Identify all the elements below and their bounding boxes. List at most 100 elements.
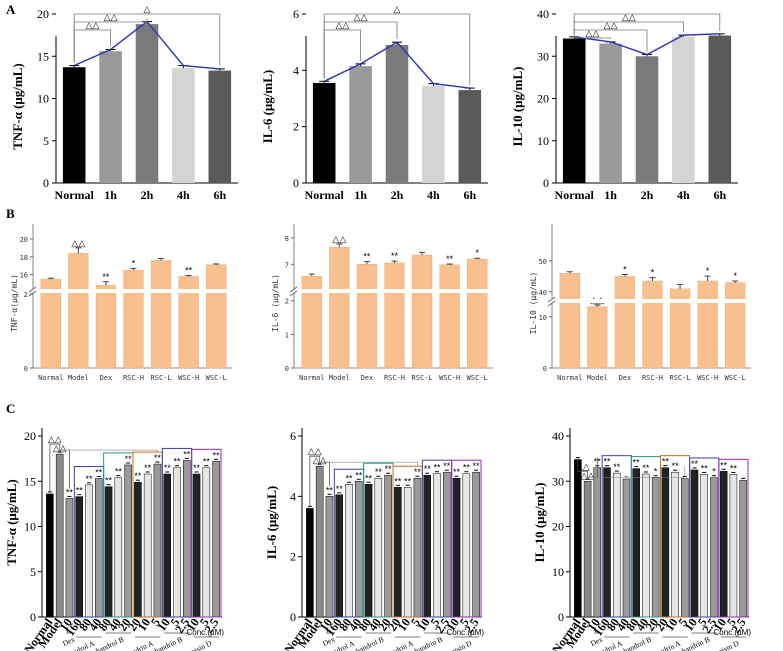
axis-break-gap bbox=[288, 289, 495, 293]
x-tick-label: 1h bbox=[354, 188, 367, 202]
y-axis-title: IL-10 (μg/mL) bbox=[532, 483, 547, 563]
x-tick-label: Normal bbox=[555, 188, 595, 202]
bar bbox=[719, 471, 728, 618]
y-tick-label: 10 bbox=[539, 314, 547, 322]
significance-mark: * bbox=[654, 467, 658, 477]
significance-mark: ** bbox=[662, 457, 670, 467]
y-tick-label: 20 bbox=[24, 429, 36, 443]
bar bbox=[583, 481, 592, 618]
significance-mark: ** bbox=[453, 467, 461, 477]
x-tick-label: 6h bbox=[463, 188, 476, 202]
bar bbox=[708, 35, 732, 183]
y-tick-label: 0 bbox=[543, 176, 549, 190]
bar bbox=[562, 38, 586, 183]
group-label: Gomisin D bbox=[439, 638, 473, 651]
x-tick-label: RSC-L bbox=[151, 374, 172, 382]
x-tick-label: Model bbox=[68, 374, 89, 382]
panel-label-c: C bbox=[6, 401, 15, 416]
y-axis-title: TNF-α (μg/mL) bbox=[4, 479, 19, 565]
bar bbox=[384, 474, 392, 618]
bar bbox=[355, 481, 363, 618]
x-tick-label: 6h bbox=[213, 188, 226, 202]
bar bbox=[153, 463, 162, 618]
significance-mark: ** bbox=[85, 474, 93, 484]
bar bbox=[312, 83, 336, 183]
significance-bracket bbox=[573, 13, 721, 34]
bar bbox=[68, 252, 89, 369]
bar bbox=[329, 246, 350, 369]
bar bbox=[411, 254, 433, 369]
bar bbox=[593, 467, 602, 618]
group-label: Gomisin D bbox=[179, 638, 213, 651]
bar bbox=[95, 285, 117, 369]
y-tick-label: 16 bbox=[20, 272, 28, 280]
significance-mark: ** bbox=[691, 459, 699, 469]
group-box bbox=[718, 458, 749, 618]
bar bbox=[356, 264, 378, 369]
significance-mark: ** bbox=[134, 471, 142, 481]
bar bbox=[114, 477, 123, 618]
bar bbox=[635, 56, 659, 183]
x-tick-label: 1h bbox=[604, 188, 617, 202]
bar bbox=[587, 306, 608, 369]
y-axis-title: IL-6 (μg/mL) bbox=[271, 274, 280, 332]
bar bbox=[559, 273, 580, 369]
y-tick-label: 2 bbox=[24, 291, 28, 299]
x-tick-label: 2h bbox=[141, 188, 154, 202]
comparison-bracket bbox=[319, 461, 418, 467]
y-tick-label: 18 bbox=[20, 254, 28, 262]
x-tick-label: WSC-L bbox=[725, 374, 746, 382]
y-tick-label: 1 bbox=[285, 331, 289, 339]
y-tick-label: 40 bbox=[537, 7, 549, 21]
bar bbox=[690, 469, 699, 618]
bar bbox=[472, 471, 480, 618]
y-axis-title: TNF-α (μg/mL) bbox=[10, 63, 25, 149]
bar bbox=[62, 67, 86, 183]
y-tick-label: 4 bbox=[290, 489, 296, 503]
bar bbox=[135, 24, 159, 183]
panel-label-a: A bbox=[6, 2, 16, 17]
bar bbox=[75, 496, 83, 618]
group-label: Gomisin D bbox=[706, 638, 740, 651]
bar bbox=[613, 472, 621, 618]
significance-mark: ** bbox=[115, 467, 123, 477]
y-tick-label: 10 bbox=[537, 134, 549, 148]
significance-mark: △△ bbox=[585, 28, 599, 38]
significance-mark: ** bbox=[345, 473, 353, 483]
bar bbox=[385, 44, 409, 183]
bar bbox=[55, 453, 64, 618]
significance-mark: ** bbox=[394, 476, 402, 486]
significance-mark: △△ bbox=[308, 446, 322, 456]
group-box bbox=[451, 459, 482, 618]
significance-mark: ** bbox=[414, 467, 422, 477]
bar bbox=[622, 478, 631, 618]
x-tick-label: Normal bbox=[299, 374, 324, 382]
bar bbox=[202, 467, 211, 618]
y-axis-title: IL-10 (μg/mL) bbox=[529, 272, 538, 335]
bar bbox=[172, 68, 195, 183]
x-tick-label: Normal bbox=[38, 374, 63, 382]
axis-break-mark bbox=[547, 296, 556, 303]
x-tick-label: 4h bbox=[427, 188, 440, 202]
significance-mark: * bbox=[623, 265, 627, 275]
significance-mark: △ bbox=[144, 4, 151, 14]
significance-mark: ** bbox=[154, 453, 162, 463]
y-axis-title: IL-6 (μg/mL) bbox=[260, 70, 275, 143]
significance-mark: ** bbox=[173, 457, 181, 467]
y-tick-label: 40 bbox=[552, 429, 564, 443]
bar bbox=[725, 282, 746, 369]
comparison-bracket bbox=[59, 449, 158, 453]
bar bbox=[672, 36, 695, 183]
significance-mark: ** bbox=[144, 463, 152, 473]
significance-mark: ** bbox=[720, 460, 728, 470]
bar bbox=[384, 262, 405, 369]
bar bbox=[710, 477, 718, 618]
bar bbox=[364, 484, 373, 618]
bar bbox=[173, 467, 181, 618]
x-tick-label: WSC-L bbox=[206, 374, 227, 382]
significance-mark: ** bbox=[730, 463, 738, 473]
bar bbox=[143, 473, 152, 618]
significance-mark: △△ bbox=[85, 20, 99, 30]
bar bbox=[394, 487, 402, 618]
